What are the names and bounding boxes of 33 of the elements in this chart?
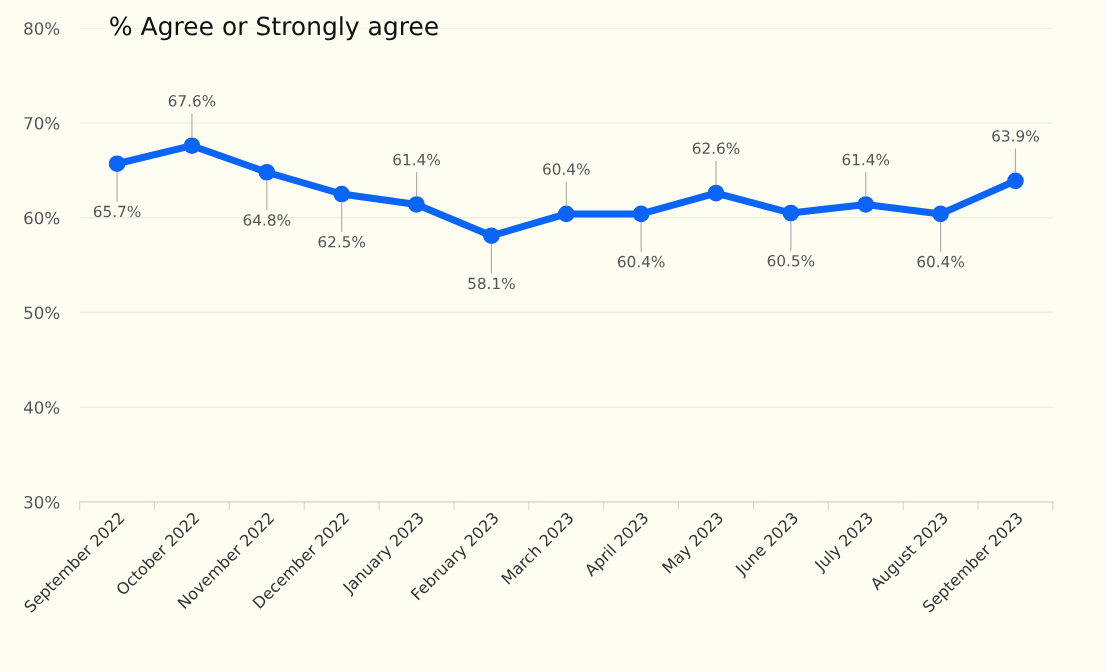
data-label: 64.8% [243, 214, 291, 226]
y-tick-label: 60% [24, 211, 60, 225]
data-label: 60.4% [617, 255, 665, 268]
point [932, 205, 949, 223]
point [857, 196, 875, 213]
data-label: 62.5% [318, 235, 366, 248]
data-label: 60.4% [917, 255, 965, 268]
y-tick-label: 30% [24, 495, 60, 509]
y-tick-label: 80% [24, 22, 60, 35]
point [333, 185, 351, 203]
data-label: 58.1% [468, 277, 515, 290]
point [483, 227, 500, 245]
point [707, 184, 725, 202]
data-label: 60.5% [767, 254, 815, 267]
chart-title: % Agree or Strongly agree [110, 16, 438, 41]
data-label: 61.4% [842, 153, 890, 166]
y-tick-label: 40% [23, 401, 60, 414]
point [632, 205, 650, 223]
data-label: 60.4% [543, 163, 590, 175]
point [108, 155, 126, 173]
point [258, 163, 276, 181]
data-label: 63.9% [992, 130, 1039, 142]
data-label: 67.6% [168, 95, 216, 107]
point [183, 137, 201, 155]
point [1007, 172, 1024, 190]
point [782, 204, 800, 222]
point [557, 205, 575, 223]
point [408, 196, 425, 213]
data-label: 62.6% [692, 142, 740, 155]
y-tick-label: 50% [24, 306, 60, 320]
data-label: 65.7% [93, 205, 141, 218]
data-label: 61.4% [393, 153, 440, 166]
y-tick-label: 70% [24, 116, 60, 130]
